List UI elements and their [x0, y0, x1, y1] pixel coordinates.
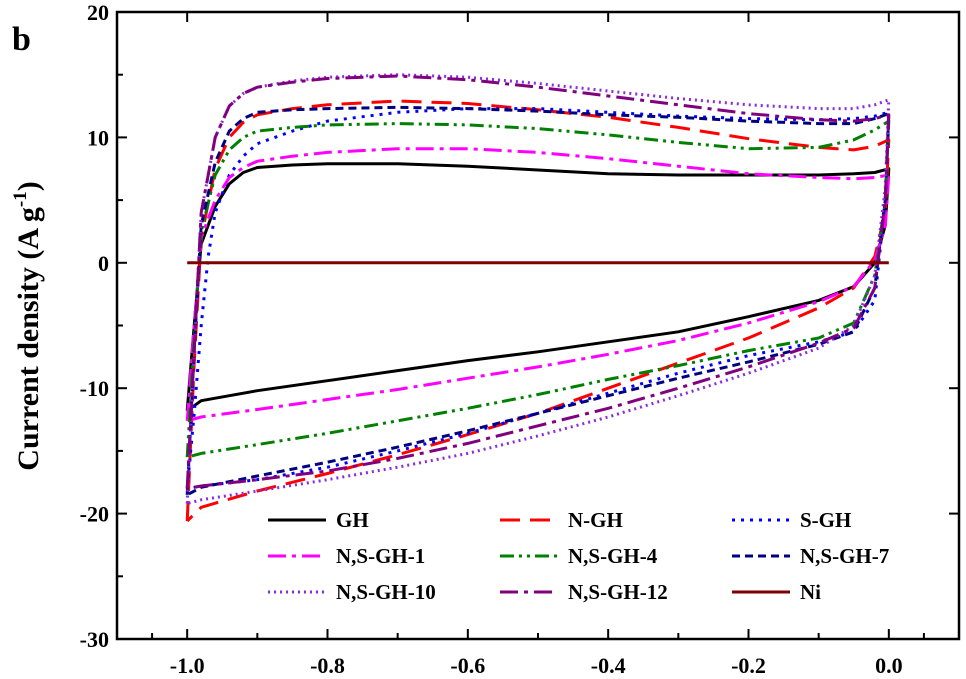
series-line-n-s-gh-10 [185, 73, 891, 506]
x-tick-label: -0.6 [450, 653, 485, 678]
y-tick-label: -20 [80, 502, 109, 527]
y-axis-label-main: Current density (A g [12, 207, 45, 471]
y-axis-label-close: ) [12, 181, 45, 191]
series-line-n-s-gh-1 [185, 147, 891, 423]
ticks-layer: -1.0 -0.8 -0.6 -0.4 -0.2 0.0 -30 -20 -10 0 10 20 [80, 0, 959, 678]
legend-label: N,S-GH-7 [800, 544, 889, 568]
y-tick-label: -10 [80, 376, 109, 401]
x-tick-label: -0.8 [310, 653, 345, 678]
y-tick-label: 0 [98, 251, 109, 276]
series-layer [185, 73, 891, 523]
x-tick-label: -0.2 [731, 653, 766, 678]
y-axis-label-superscript: -1 [10, 191, 31, 207]
legend-label: N,S-GH-1 [336, 544, 425, 568]
series-line-n-s-gh-7 [185, 105, 891, 497]
legend-label: GH [336, 508, 369, 532]
series-line-s-gh [185, 107, 891, 490]
legend-label: N,S-GH-10 [336, 580, 436, 604]
x-tick-label: 0.0 [875, 653, 903, 678]
panel-label: b [12, 21, 31, 58]
series-line-n-s-gh-12 [185, 74, 891, 490]
series-line-n-gh [185, 99, 891, 523]
legend: GH N-GH S-GH N,S-GH-1 N,S-GH-4 N,S-GH-7 N,S-GH… [268, 508, 889, 604]
legend-label: S-GH [800, 508, 851, 532]
y-tick-label: -30 [80, 627, 109, 652]
series-line-gh [185, 162, 891, 413]
y-tick-label: 10 [87, 125, 109, 150]
legend-label: N,S-GH-4 [568, 544, 658, 568]
legend-label: N,S-GH-12 [568, 580, 668, 604]
series-line-n-s-gh-4 [185, 119, 891, 459]
y-tick-label: 20 [87, 0, 109, 25]
legend-label: N-GH [568, 508, 623, 532]
legend-label: Ni [800, 580, 821, 604]
x-tick-label: -0.4 [591, 653, 626, 678]
y-axis-label: Current density (A g-1) [10, 181, 45, 470]
x-tick-label: -1.0 [170, 653, 205, 678]
